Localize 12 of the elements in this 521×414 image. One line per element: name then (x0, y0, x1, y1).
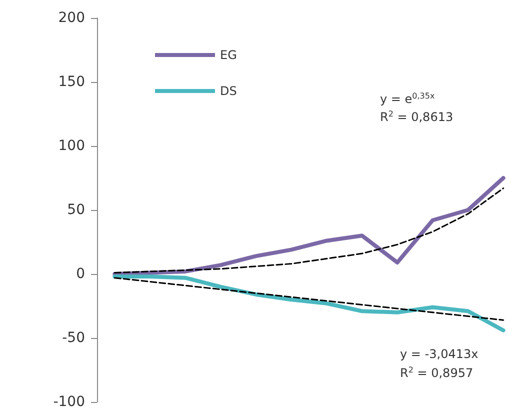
y-tick-label: 150 (58, 74, 85, 90)
legend-label: DS (220, 84, 237, 98)
y-tick-label: -100 (53, 394, 85, 410)
y-tick-label: -50 (62, 330, 85, 346)
y-tick-label: 50 (67, 202, 85, 218)
line-series (112, 274, 506, 332)
line-series (114, 277, 504, 321)
y-tick-label: 100 (58, 138, 85, 154)
y-tick-label: 200 (58, 10, 85, 26)
annotation: y = -3,0413x (400, 347, 478, 361)
legend-label: EG (220, 48, 237, 62)
y-tick-label: 0 (76, 266, 85, 282)
